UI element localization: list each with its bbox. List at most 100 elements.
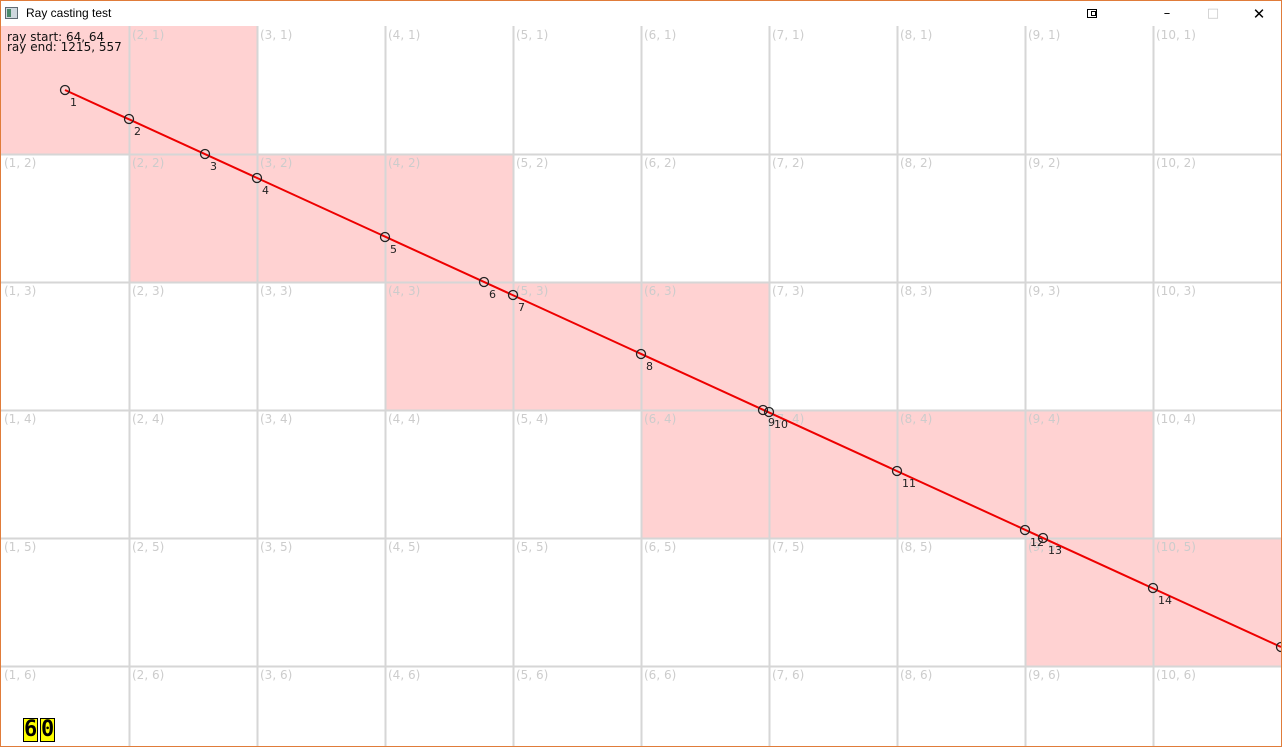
grid-lines: [1, 26, 1281, 746]
cell-coordinate-label: (10, 6): [1156, 668, 1196, 682]
cell-coordinate-label: (3, 3): [260, 284, 292, 298]
cell-coordinate-label: (2, 5): [132, 540, 164, 554]
cell-coordinate-label: (1, 5): [4, 540, 36, 554]
ray: [64, 89, 1281, 648]
cell-coordinate-label: (9, 3): [1028, 284, 1060, 298]
raycast-canvas[interactable]: (2, 1) (3, 1) (4, 1) (5, 1) (6, 1) (7, 1) (8, …: [1, 26, 1281, 746]
title-bar[interactable]: Ray casting test – □ ✕: [1, 1, 1281, 26]
intersection-label: 4: [262, 184, 269, 197]
intersection-marker: [199, 148, 211, 160]
intersection-label: 14: [1158, 594, 1172, 607]
fps-digit: 0: [40, 717, 55, 742]
cell-coordinate-label: (7, 3): [772, 284, 804, 298]
intersection-label: 6: [489, 288, 496, 301]
cell-coordinate-labels: (2, 1) (3, 1) (4, 1) (5, 1) (6, 1) (7, 1) (8, …: [4, 28, 1196, 682]
maximize-icon: □: [1206, 6, 1220, 21]
cell-coordinate-label: (6, 4): [644, 412, 676, 426]
cell-coordinate-label: (5, 6): [516, 668, 548, 682]
minimize-button[interactable]: –: [1144, 1, 1190, 26]
cell-coordinate-label: (3, 1): [260, 28, 292, 42]
cell-coordinate-label: (6, 6): [644, 668, 676, 682]
highlighted-cell: [1025, 410, 1153, 538]
highlighted-cell: [385, 154, 513, 282]
cell-coordinate-label: (7, 2): [772, 156, 804, 170]
intersection-label: 5: [390, 243, 397, 256]
cell-coordinate-label: (5, 4): [516, 412, 548, 426]
cell-coordinate-label: (10, 1): [1156, 28, 1196, 42]
intersection-label: 3: [210, 160, 217, 173]
cell-coordinate-label: (1, 6): [4, 668, 36, 682]
cell-coordinate-label: (1, 3): [4, 284, 36, 298]
cell-coordinate-label: (2, 3): [132, 284, 164, 298]
window-title: Ray casting test: [26, 6, 112, 20]
cell-coordinate-label: (2, 2): [132, 156, 164, 170]
intersection-label: 7: [518, 301, 525, 314]
cell-coordinate-label: (4, 3): [388, 284, 420, 298]
intersection-label: 11: [902, 477, 916, 490]
ray-info-overlay: ray start: 64, 64 ray end: 1215, 557: [7, 30, 122, 54]
intersection-marker: [757, 404, 769, 416]
intersection-marker: [1037, 532, 1049, 544]
ray-start-text: ray start: 64, 64: [7, 30, 105, 44]
cell-coordinate-label: (9, 2): [1028, 156, 1060, 170]
close-icon: ✕: [1252, 4, 1266, 23]
highlighted-cell: [641, 410, 769, 538]
cell-coordinate-label: (7, 4): [772, 412, 804, 426]
intersection-label: 8: [646, 360, 653, 373]
highlighted-cell: [1025, 538, 1153, 666]
fps-digit: 6: [23, 717, 38, 742]
cell-coordinate-label: (3, 2): [260, 156, 292, 170]
intersection-marker: [1275, 641, 1281, 653]
close-button[interactable]: ✕: [1236, 1, 1281, 26]
ray-line: [64, 89, 1281, 648]
snap-layout-button[interactable]: [1069, 1, 1115, 26]
intersection-label: 12: [1030, 536, 1044, 549]
highlighted-cell: [1153, 538, 1281, 666]
cell-coordinate-label: (9, 6): [1028, 668, 1060, 682]
cell-coordinate-label: (7, 6): [772, 668, 804, 682]
intersection-label: 9: [768, 416, 775, 429]
highlighted-cell: [769, 410, 897, 538]
cell-coordinate-label: (3, 4): [260, 412, 292, 426]
maximize-button[interactable]: □: [1190, 1, 1236, 26]
snap-icon: [1087, 9, 1097, 18]
cell-coordinate-label: (6, 1): [644, 28, 676, 42]
intersection-marker: [123, 113, 135, 125]
app-icon[interactable]: [5, 7, 18, 19]
intersection-marker: [59, 84, 71, 96]
intersection-marker: [251, 172, 263, 184]
cell-coordinate-label: (8, 1): [900, 28, 932, 42]
ray-end-text: ray end: 1215, 557: [7, 40, 122, 54]
cell-coordinate-label: (8, 3): [900, 284, 932, 298]
intersection-label: 1: [70, 96, 77, 109]
cell-coordinate-label: (10, 3): [1156, 284, 1196, 298]
highlighted-cell: [385, 282, 513, 410]
highlighted-cell: [641, 282, 769, 410]
cell-coordinate-label: (7, 1): [772, 28, 804, 42]
intersection-marker: [478, 276, 490, 288]
cell-coordinate-label: (7, 5): [772, 540, 804, 554]
intersection-marker: [1019, 524, 1031, 536]
cell-coordinate-label: (5, 5): [516, 540, 548, 554]
cell-coordinate-label: (10, 5): [1156, 540, 1196, 554]
highlighted-cell: [897, 410, 1025, 538]
cell-coordinate-label: (4, 6): [388, 668, 420, 682]
cell-coordinate-label: (5, 2): [516, 156, 548, 170]
cell-coordinate-label: (4, 5): [388, 540, 420, 554]
cell-coordinate-label: (2, 6): [132, 668, 164, 682]
highlighted-cell: [257, 154, 385, 282]
intersection-label: 13: [1048, 544, 1062, 557]
cell-coordinate-label: (9, 1): [1028, 28, 1060, 42]
cell-coordinate-label: (8, 4): [900, 412, 932, 426]
highlighted-cells: [1, 26, 1281, 666]
cell-coordinate-label: (4, 1): [388, 28, 420, 42]
intersection-label: 2: [134, 125, 141, 138]
cell-coordinate-label: (6, 5): [644, 540, 676, 554]
cell-coordinate-label: (6, 2): [644, 156, 676, 170]
cell-coordinate-label: (4, 2): [388, 156, 420, 170]
cell-coordinate-label: (9, 5): [1028, 540, 1060, 554]
intersection-marker: [1147, 582, 1159, 594]
intersection-marker: [507, 289, 519, 301]
cell-coordinate-label: (10, 2): [1156, 156, 1196, 170]
